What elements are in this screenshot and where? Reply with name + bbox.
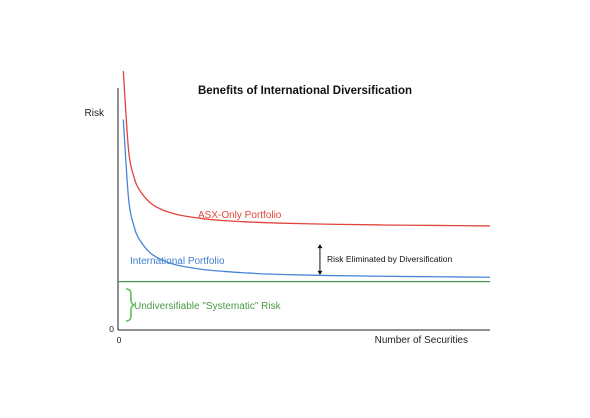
- series-label-international: International Portfolio: [130, 256, 225, 267]
- x-axis-label: Number of Securities: [375, 335, 468, 346]
- annotation-risk-eliminated: Risk Eliminated by Diversification: [327, 254, 452, 264]
- y-axis-label: Risk: [85, 108, 105, 119]
- series-label-asx-only: ASX-Only Portfolio: [198, 210, 282, 221]
- series-label-systematic-risk: Undiversifiable "Systematic" Risk: [134, 301, 282, 312]
- systematic-risk-brace: [125, 288, 137, 322]
- chart-title: Benefits of International Diversificatio…: [198, 85, 412, 97]
- series-line-international: [122, 119, 491, 278]
- series-line-asx-only: [122, 71, 491, 227]
- y-tick-label: 0: [109, 324, 114, 334]
- x-tick-label: 0: [117, 335, 122, 345]
- diversification-arrow: [317, 244, 323, 275]
